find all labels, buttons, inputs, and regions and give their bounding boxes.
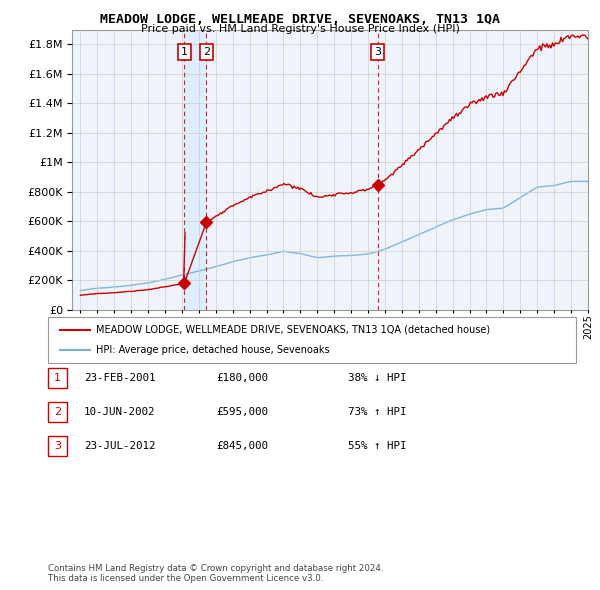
Text: £595,000: £595,000 [216, 407, 268, 417]
Bar [184, 30, 206, 310]
Text: Contains HM Land Registry data © Crown copyright and database right 2024.: Contains HM Land Registry data © Crown c… [48, 565, 383, 573]
Text: 23-FEB-2001: 23-FEB-2001 [84, 373, 155, 382]
Text: Price paid vs. HM Land Registry's House Price Index (HPI): Price paid vs. HM Land Registry's House … [140, 24, 460, 34]
Text: 3: 3 [54, 441, 61, 451]
Text: HPI: Average price, detached house, Sevenoaks: HPI: Average price, detached house, Seve… [96, 345, 329, 355]
Text: 3: 3 [374, 47, 381, 57]
Text: 2: 2 [203, 47, 210, 57]
Text: 55% ↑ HPI: 55% ↑ HPI [348, 441, 407, 451]
Text: 23-JUL-2012: 23-JUL-2012 [84, 441, 155, 451]
Text: MEADOW LODGE, WELLMEADE DRIVE, SEVENOAKS, TN13 1QA: MEADOW LODGE, WELLMEADE DRIVE, SEVENOAKS… [100, 13, 500, 26]
Text: MEADOW LODGE, WELLMEADE DRIVE, SEVENOAKS, TN13 1QA (detached house): MEADOW LODGE, WELLMEADE DRIVE, SEVENOAKS… [96, 324, 490, 335]
Text: This data is licensed under the Open Government Licence v3.0.: This data is licensed under the Open Gov… [48, 574, 323, 583]
Text: 10-JUN-2002: 10-JUN-2002 [84, 407, 155, 417]
Text: 2: 2 [54, 407, 61, 417]
Text: 1: 1 [181, 47, 188, 57]
Text: £845,000: £845,000 [216, 441, 268, 451]
Text: 38% ↓ HPI: 38% ↓ HPI [348, 373, 407, 382]
Text: 73% ↑ HPI: 73% ↑ HPI [348, 407, 407, 417]
Text: 1: 1 [54, 373, 61, 382]
Text: £180,000: £180,000 [216, 373, 268, 382]
